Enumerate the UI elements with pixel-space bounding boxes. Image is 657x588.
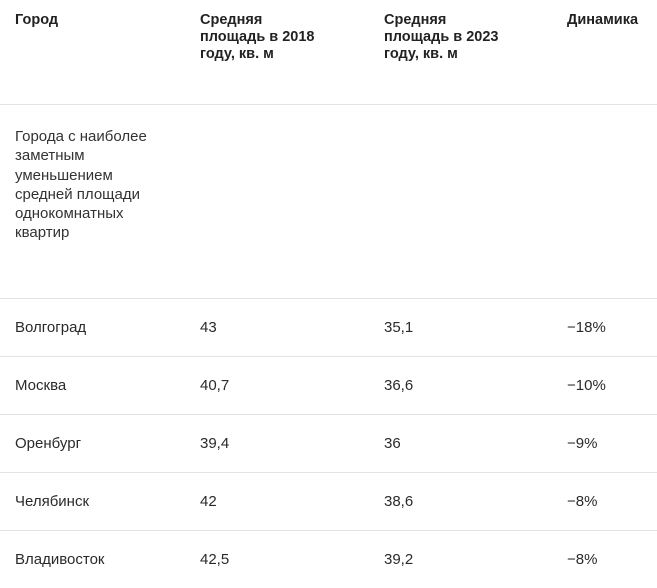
table-row: Владивосток 42,5 39,2 −8% [0,531,657,588]
dynamics-cell: −9% [567,435,598,452]
area-2018-cell: 42 [200,493,217,510]
area-2023-cell: 35,1 [384,319,414,336]
table-header-row: Город Средняя площадь в 2018 году, кв. м… [0,0,657,105]
header-city: Город [15,12,59,28]
dynamics-cell: −18% [567,319,606,336]
area-2018-cell: 42,5 [200,551,230,568]
city-cell: Оренбург [15,435,82,452]
area-2023-cell: 36 [384,435,401,452]
table-section-row: Города с наиболее заметным уменьшением с… [0,105,657,299]
area-2018-cell: 39,4 [200,435,230,452]
dynamics-cell: −8% [567,493,598,510]
city-cell: Владивосток [15,551,105,568]
area-2023-cell: 39,2 [384,551,414,568]
section-label: Города с наиболее заметным уменьшением с… [15,128,147,242]
area-2023-cell: 38,6 [384,493,414,510]
area-2018-cell: 40,7 [200,377,230,394]
table-row: Волгоград 43 35,1 −18% [0,299,657,357]
area-2023-cell: 36,6 [384,377,414,394]
table-row: Москва 40,7 36,6 −10% [0,357,657,415]
header-dynamics: Динамика [567,12,639,28]
city-cell: Москва [15,377,67,394]
header-area-2018: Средняя площадь в 2018 году, кв. м [200,12,315,62]
dynamics-cell: −10% [567,377,606,394]
header-area-2023: Средняя площадь в 2023 году, кв. м [384,12,499,62]
area-2018-cell: 43 [200,319,217,336]
table-row: Оренбург 39,4 36 −9% [0,415,657,473]
city-cell: Волгоград [15,319,87,336]
dynamics-cell: −8% [567,551,598,568]
table-row: Челябинск 42 38,6 −8% [0,473,657,531]
city-cell: Челябинск [15,493,90,510]
